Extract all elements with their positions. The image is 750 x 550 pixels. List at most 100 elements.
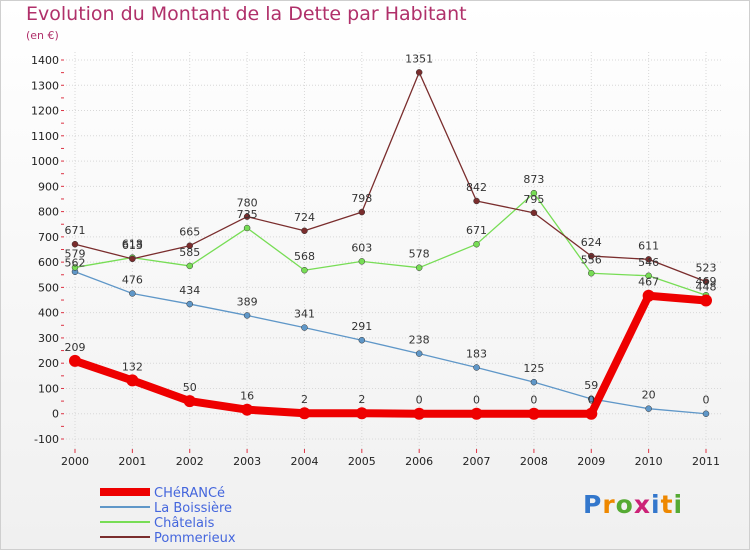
data-point <box>413 407 426 420</box>
data-point <box>71 264 79 271</box>
data-point <box>69 354 81 367</box>
brand-letter: P <box>583 490 603 519</box>
data-label: 795 <box>523 193 544 206</box>
data-label: 2 <box>358 393 365 406</box>
data-label: 389 <box>237 295 258 308</box>
data-point <box>415 69 423 76</box>
y-tick-label: 1100 <box>31 130 59 143</box>
legend-label: La Boissière <box>154 501 232 516</box>
y-tick-label: 1400 <box>31 54 59 67</box>
data-point <box>415 264 423 271</box>
data-label: 125 <box>523 362 544 375</box>
data-label: 20 <box>642 389 656 402</box>
data-point <box>129 290 136 297</box>
data-label: 624 <box>581 236 602 249</box>
data-point <box>241 403 254 416</box>
data-label: 568 <box>294 250 315 263</box>
data-label: 448 <box>696 281 717 294</box>
x-tick-label: 2006 <box>405 455 433 468</box>
data-label: 2 <box>301 393 308 406</box>
brand-letter: i <box>673 490 684 519</box>
legend-label: CHéRANCé <box>154 486 225 501</box>
brand-letter: x <box>633 490 651 519</box>
data-label: 523 <box>696 262 717 275</box>
x-tick-label: 2007 <box>463 455 491 468</box>
data-label: 476 <box>122 273 143 286</box>
data-label: 59 <box>584 379 598 392</box>
data-point <box>415 350 423 357</box>
y-tick-label: -100 <box>34 433 59 446</box>
data-label: 780 <box>237 197 258 210</box>
data-label: 132 <box>122 360 143 373</box>
x-tick-label: 2009 <box>577 455 605 468</box>
x-tick-label: 2000 <box>61 455 89 468</box>
data-label: 0 <box>473 394 480 407</box>
data-label: 618 <box>122 238 143 251</box>
y-tick-label: 1200 <box>31 105 59 118</box>
data-label: 724 <box>294 211 315 224</box>
data-label: 603 <box>351 241 372 254</box>
data-point <box>243 224 251 232</box>
chart-title: Evolution du Montant de la Dette par Hab… <box>26 3 467 25</box>
data-point <box>585 407 598 420</box>
y-tick-label: 700 <box>38 231 59 244</box>
legend-label: Châtelais <box>154 516 215 531</box>
data-point <box>358 208 366 216</box>
data-label: 341 <box>294 308 315 321</box>
data-label: 873 <box>523 173 544 186</box>
x-tick-label: 2004 <box>290 455 318 468</box>
data-label: 0 <box>703 394 710 407</box>
brand-letter: o <box>615 490 634 519</box>
data-label: 467 <box>638 276 659 289</box>
x-tick-label: 2008 <box>520 455 548 468</box>
data-label: 434 <box>179 284 200 297</box>
data-label: 671 <box>65 224 86 237</box>
x-tick-label: 2011 <box>692 455 720 468</box>
chart-unit: (en €) <box>26 29 59 42</box>
data-label: 209 <box>65 341 86 354</box>
x-tick-label: 2003 <box>233 455 261 468</box>
data-point <box>71 240 79 248</box>
data-point <box>298 407 311 420</box>
data-label: 1351 <box>405 52 433 65</box>
data-label: 16 <box>240 390 254 403</box>
y-tick-label: 0 <box>52 408 59 421</box>
y-tick-label: 1000 <box>31 155 59 168</box>
y-tick-label: 400 <box>38 307 59 320</box>
data-point <box>530 378 538 386</box>
data-label: 585 <box>179 246 200 259</box>
data-point <box>358 336 366 344</box>
y-tick-label: 200 <box>38 357 59 370</box>
data-label: 665 <box>179 226 200 239</box>
brand-letter: r <box>602 490 616 519</box>
data-point <box>473 240 480 248</box>
series-line <box>74 192 707 296</box>
data-point <box>301 266 308 274</box>
data-point <box>530 189 538 197</box>
data-label: 735 <box>237 208 258 221</box>
data-label: 579 <box>65 247 86 260</box>
data-point <box>183 395 196 408</box>
data-label: 671 <box>466 224 487 237</box>
y-tick-label: 500 <box>38 281 59 294</box>
data-label: 469 <box>696 275 717 288</box>
data-point <box>301 324 308 331</box>
data-label: 291 <box>351 320 372 333</box>
data-point <box>473 197 480 205</box>
data-point <box>473 364 480 371</box>
data-label: 556 <box>581 253 602 266</box>
data-point <box>702 410 710 417</box>
brand-letter: i <box>651 490 661 519</box>
data-label: 0 <box>416 394 423 407</box>
data-point <box>243 312 251 319</box>
y-tick-label: 300 <box>38 332 59 345</box>
x-tick-label: 2005 <box>348 455 376 468</box>
data-label: 798 <box>351 192 372 205</box>
data-point <box>642 289 655 302</box>
data-label: 578 <box>409 248 430 261</box>
data-label: 842 <box>466 181 487 194</box>
data-point <box>645 256 652 263</box>
series-line <box>71 291 710 418</box>
y-tick-label: 1300 <box>31 79 59 92</box>
